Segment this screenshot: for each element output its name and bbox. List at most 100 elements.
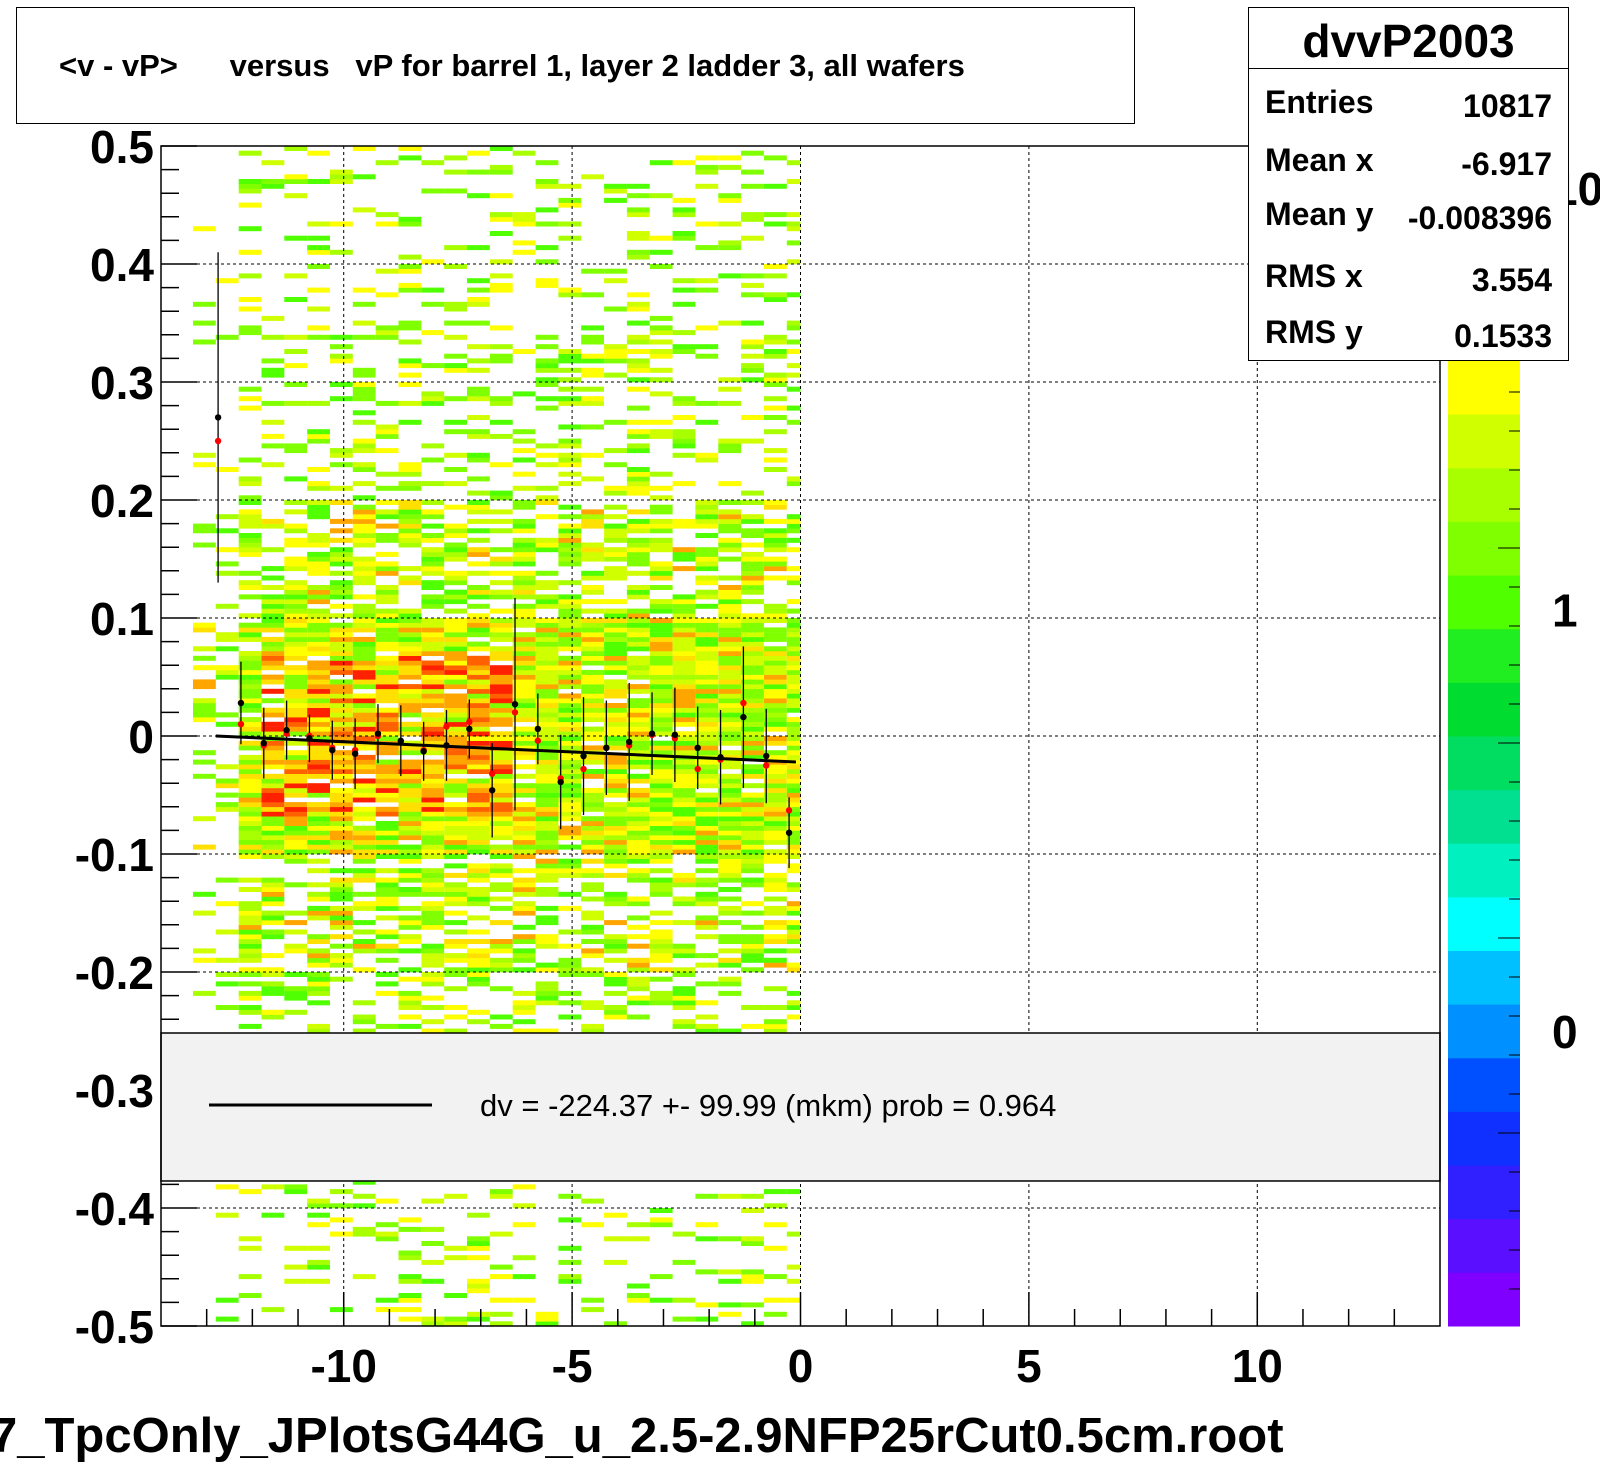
heatmap-cell bbox=[284, 703, 308, 708]
heatmap-cell bbox=[649, 934, 673, 940]
heatmap-cell bbox=[764, 556, 787, 562]
heatmap-cell bbox=[284, 1278, 308, 1284]
heatmap-cell bbox=[604, 349, 627, 354]
heatmap-cell bbox=[741, 811, 764, 817]
heatmap-cell bbox=[467, 386, 490, 392]
heatmap-cell bbox=[695, 726, 719, 732]
heatmap-cell bbox=[786, 821, 801, 826]
heatmap-cell bbox=[307, 665, 330, 671]
heatmap-cell bbox=[649, 910, 673, 916]
heatmap-cell bbox=[764, 740, 787, 746]
profile-point-black bbox=[420, 748, 427, 755]
heatmap-cell bbox=[398, 792, 422, 798]
heatmap-cell bbox=[604, 679, 627, 685]
heatmap-cell bbox=[786, 580, 801, 586]
heatmap-cell bbox=[193, 622, 216, 628]
heatmap-cell bbox=[238, 632, 262, 638]
heatmap-cell bbox=[375, 1297, 399, 1303]
legend-text: dv = -224.37 +- 99.99 (mkm) prob = 0.964 bbox=[480, 1088, 1056, 1123]
palette-swatch bbox=[1448, 789, 1520, 844]
heatmap-cell bbox=[307, 1278, 330, 1284]
heatmap-cell bbox=[581, 292, 604, 298]
heatmap-cell bbox=[467, 887, 490, 892]
heatmap-cell bbox=[421, 740, 445, 746]
heatmap-cell bbox=[604, 972, 627, 977]
heatmap-cell bbox=[604, 268, 627, 274]
heatmap-cell bbox=[764, 533, 787, 538]
heatmap-cell bbox=[649, 877, 673, 883]
heatmap-cell bbox=[284, 1245, 308, 1251]
heatmap-cell bbox=[352, 1014, 376, 1020]
heatmap-cell bbox=[444, 816, 467, 822]
heatmap-cell bbox=[489, 854, 513, 859]
heatmap-cell bbox=[764, 353, 787, 359]
profile-point-black bbox=[694, 744, 701, 751]
heatmap-cell bbox=[421, 750, 445, 756]
heatmap-cell bbox=[352, 839, 376, 845]
heatmap-cell bbox=[352, 594, 376, 600]
heatmap-cell bbox=[444, 169, 467, 175]
heatmap-cell bbox=[352, 207, 376, 213]
heatmap-cell bbox=[695, 504, 719, 510]
heatmap-cell bbox=[261, 849, 285, 855]
heatmap-cell bbox=[741, 589, 764, 595]
heatmap-cell bbox=[672, 231, 696, 236]
heatmap-cell bbox=[284, 854, 308, 859]
heatmap-cell bbox=[330, 849, 353, 855]
heatmap-cell bbox=[375, 429, 399, 435]
heatmap-cell bbox=[786, 854, 801, 859]
heatmap-cell bbox=[558, 1259, 582, 1265]
heatmap-cell bbox=[489, 939, 513, 944]
heatmap-cell bbox=[352, 830, 376, 836]
heatmap-cell bbox=[467, 797, 490, 803]
profile-point-black bbox=[488, 787, 496, 794]
heatmap-cell bbox=[672, 655, 696, 661]
heatmap-cell bbox=[238, 920, 262, 926]
heatmap-cell bbox=[535, 920, 559, 926]
heatmap-cell bbox=[261, 400, 285, 406]
stats-box: dvvP2003 Entries 10817 Mean x -6.917 Mean … bbox=[1248, 7, 1569, 361]
heatmap-cell bbox=[558, 528, 582, 534]
heatmap-cell bbox=[421, 523, 445, 529]
heatmap-cell bbox=[307, 839, 330, 845]
heatmap-cell bbox=[558, 712, 582, 718]
heatmap-cell bbox=[238, 684, 262, 690]
heatmap-cell bbox=[718, 905, 742, 911]
heatmap-cell bbox=[649, 688, 673, 694]
heatmap-cell bbox=[558, 641, 582, 647]
heatmap-cell bbox=[375, 769, 399, 774]
heatmap-cell bbox=[307, 627, 330, 633]
heatmap-cell bbox=[741, 632, 764, 638]
heatmap-cell bbox=[741, 806, 764, 812]
heatmap-cell bbox=[352, 835, 376, 841]
heatmap-cell bbox=[330, 353, 353, 359]
heatmap-cell bbox=[489, 967, 513, 973]
heatmap-cell bbox=[261, 754, 285, 760]
heatmap-cell bbox=[672, 433, 696, 439]
heatmap-cell bbox=[467, 570, 490, 576]
heatmap-cell bbox=[421, 736, 445, 741]
heatmap-cell bbox=[558, 816, 582, 822]
heatmap-cell bbox=[375, 523, 399, 529]
heatmap-cell bbox=[261, 929, 285, 935]
profile-point-black bbox=[511, 700, 519, 708]
heatmap-cell bbox=[284, 1189, 308, 1195]
heatmap-cell bbox=[215, 674, 239, 680]
heatmap-cell bbox=[626, 183, 650, 189]
heatmap-cell bbox=[718, 1236, 742, 1242]
heatmap-cell bbox=[261, 764, 285, 770]
legend-box: dv = -224.37 +- 99.99 (mkm) prob = 0.964 bbox=[160, 1032, 1441, 1182]
heatmap-cell bbox=[467, 1212, 490, 1218]
heatmap-cell bbox=[535, 905, 559, 911]
heatmap-cell bbox=[535, 783, 559, 789]
heatmap-cell bbox=[467, 287, 490, 293]
heatmap-cell bbox=[581, 174, 604, 180]
heatmap-cell bbox=[330, 778, 353, 784]
heatmap-cell bbox=[649, 854, 673, 859]
heatmap-cell bbox=[764, 349, 787, 354]
heatmap-cell bbox=[398, 764, 422, 770]
heatmap-cell bbox=[604, 599, 627, 605]
heatmap-cell bbox=[330, 570, 353, 576]
heatmap-cell bbox=[375, 500, 399, 505]
heatmap-cell bbox=[238, 1293, 262, 1298]
